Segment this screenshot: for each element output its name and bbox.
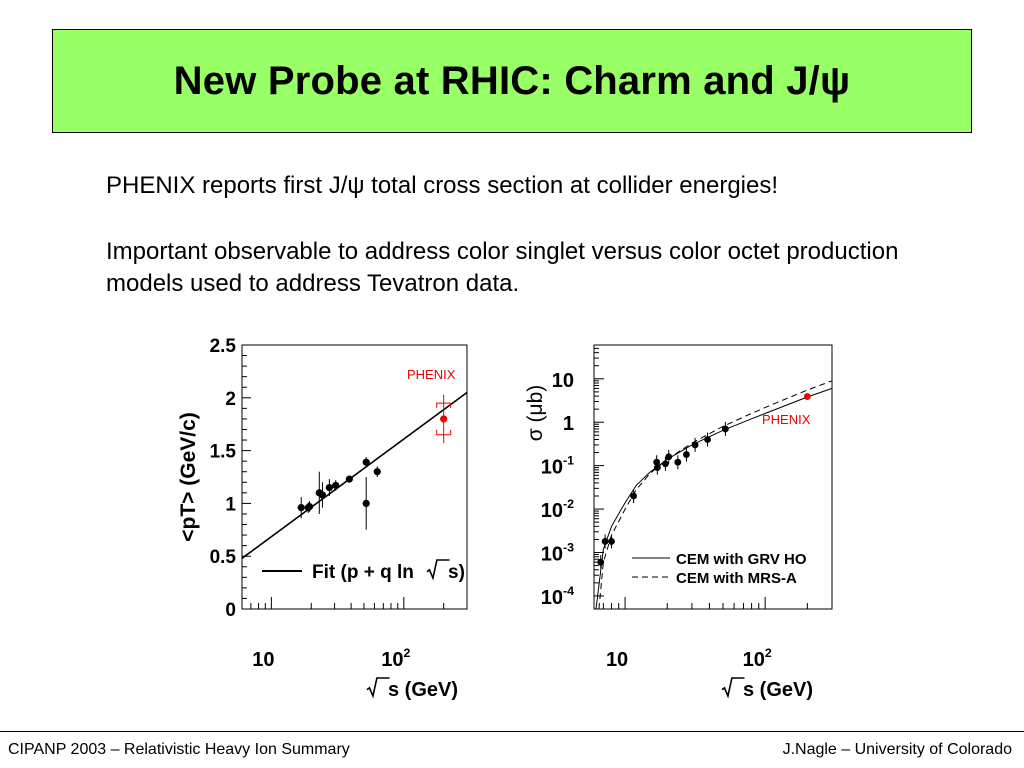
data-point — [601, 538, 609, 545]
y-tick-label: 2.5 — [210, 336, 237, 357]
cross-section-chart: 10-4 10-3 10-2 10-1 1 10 10 102 s (GeV) σ (μb) PHE… — [515, 328, 855, 713]
data-point — [661, 460, 669, 468]
x-tick-label: 10 — [606, 649, 628, 671]
legend-sqrt-icon — [426, 559, 450, 581]
data-point — [608, 538, 615, 545]
x-label-sqrt-icon — [366, 677, 390, 699]
data-point — [362, 499, 370, 507]
plot-frame — [593, 344, 833, 610]
y-axis-label: <pT> (GeV/c) — [177, 412, 200, 542]
legend-label-grv: CEM with GRV HO — [676, 551, 807, 568]
x-tick-label: 102 — [743, 646, 772, 671]
footer-right-text: J.Nagle – University of Colorado — [782, 741, 1012, 758]
data-point — [665, 453, 673, 461]
y-tick-label: 1 — [563, 413, 574, 435]
legend-label-mrs: CEM with MRS-A — [676, 570, 797, 587]
data-point — [630, 492, 637, 500]
footer-divider — [0, 731, 1024, 732]
data-point — [721, 425, 729, 433]
data-point — [682, 451, 690, 458]
x-axis-label: s (GeV) — [743, 679, 813, 701]
data-point — [597, 558, 605, 566]
phenix-annotation: PHENIX — [762, 412, 811, 427]
y-tick-label: 10-4 — [541, 584, 574, 609]
plot-frame — [241, 344, 468, 610]
cross-section-chart-svg: 10-4 10-3 10-2 10-1 1 10 10 102 s (GeV) σ (μb) PHE… — [524, 344, 833, 701]
body-paragraph-1: PHENIX reports first J/ψ total cross sec… — [106, 172, 779, 199]
y-tick-label: 10-1 — [541, 454, 574, 479]
y-tick-label: 10-3 — [541, 541, 574, 566]
data-point — [653, 464, 661, 472]
x-label-sqrt-icon — [721, 677, 745, 699]
data-point — [373, 468, 381, 476]
y-tick-label: 10 — [552, 370, 574, 392]
y-tick-label: 1 — [225, 494, 236, 515]
body-paragraph-2: Important observable to address color si… — [106, 238, 899, 297]
y-tick-label: 0 — [225, 600, 236, 621]
data-point — [362, 458, 370, 466]
fit-line — [241, 391, 468, 559]
data-point — [674, 458, 682, 466]
y-tick-label: 1.5 — [210, 442, 237, 463]
data-point — [325, 483, 333, 492]
y-axis-label: σ (μb) — [524, 385, 547, 442]
data-point — [440, 415, 448, 423]
data-point — [318, 491, 327, 499]
legend-label: Fit (p + q ln — [312, 562, 414, 583]
mean-pt-chart-svg: 0 0.5 1 1.5 2 2.5 10 102 s (GeV) <pT> (GeV/c) PHEN… — [177, 336, 468, 701]
data-point — [704, 436, 711, 443]
data-point — [691, 441, 699, 449]
data-point — [653, 458, 661, 466]
footer-left-text: CIPANP 2003 – Relativistic Heavy Ion Sum… — [8, 741, 350, 758]
data-point — [297, 504, 305, 512]
title-banner: New Probe at RHIC: Charm and J/ψ — [52, 29, 972, 133]
x-tick-label: 102 — [381, 646, 410, 671]
mean-pt-chart: 0 0.5 1 1.5 2 2.5 10 102 s (GeV) <pT> (GeV/c) PHEN… — [150, 328, 490, 713]
y-tick-label: 10-2 — [541, 497, 574, 522]
slide-title: New Probe at RHIC: Charm and J/ψ — [173, 58, 851, 103]
data-point — [305, 502, 314, 511]
data-point — [332, 481, 340, 490]
x-tick-label: 10 — [252, 649, 274, 671]
legend-label-suffix: s) — [448, 562, 465, 583]
data-point — [803, 393, 811, 400]
y-tick-label: 0.5 — [210, 547, 237, 568]
y-tick-label: 2 — [225, 389, 236, 410]
data-point — [345, 475, 353, 483]
phenix-annotation: PHENIX — [407, 367, 456, 382]
x-axis-label: s (GeV) — [388, 679, 458, 701]
